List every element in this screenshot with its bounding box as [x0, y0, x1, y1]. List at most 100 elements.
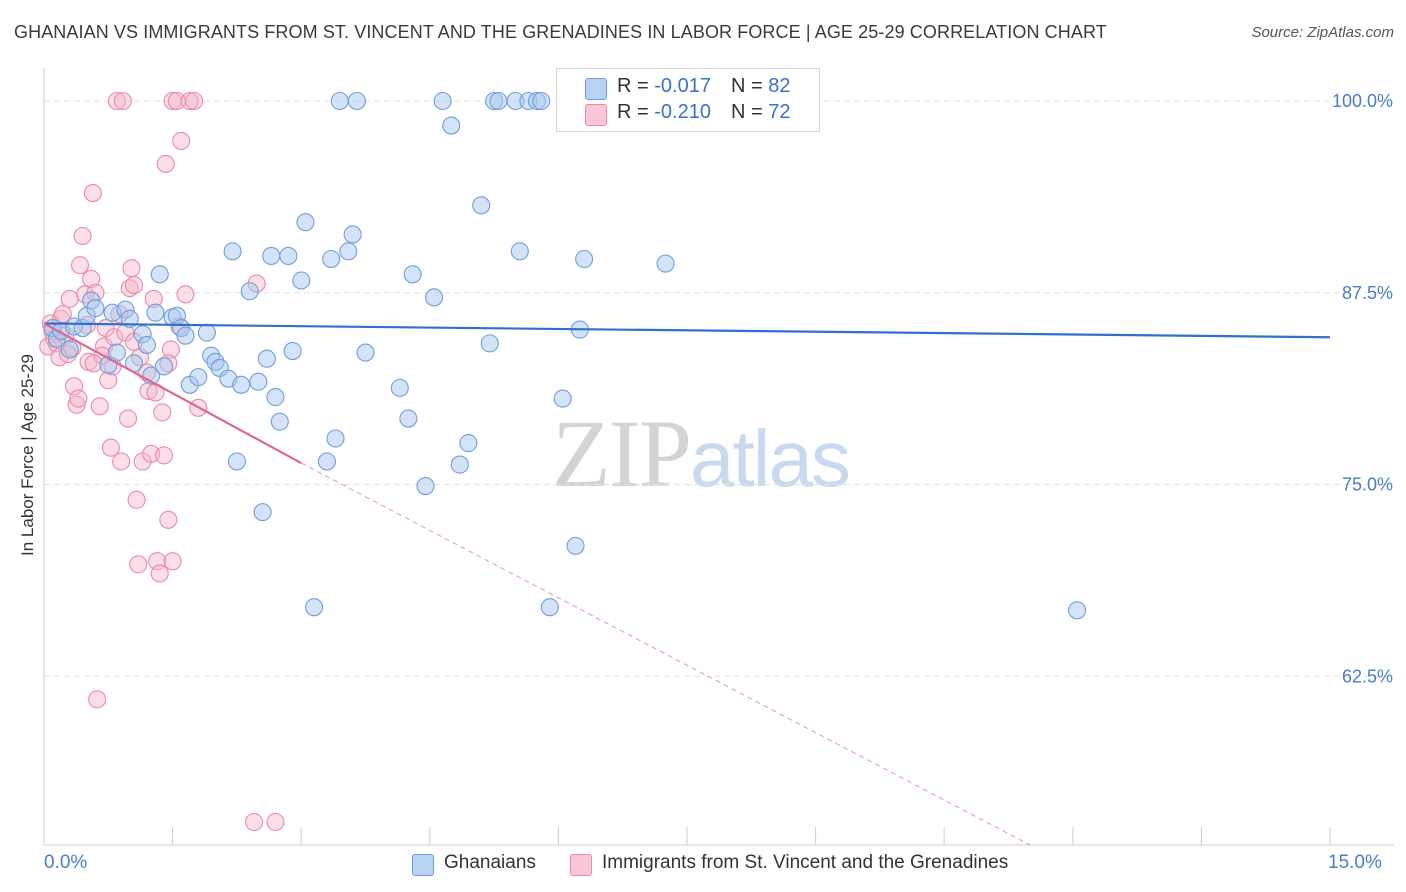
point-immigrants: [129, 555, 148, 574]
x-tick-label-max: 15.0%: [1328, 852, 1382, 873]
watermark-atlas: atlas: [690, 414, 851, 503]
point-immigrants: [112, 452, 131, 471]
point-immigrants: [83, 184, 102, 203]
x-tick-label-min: 0.0%: [44, 852, 88, 873]
point-immigrants: [154, 446, 174, 465]
point-ghanaians: [532, 91, 551, 111]
source-credit: Source: ZipAtlas.com: [1251, 24, 1394, 41]
point-immigrants: [67, 395, 86, 414]
r-value: -0.210: [654, 101, 711, 123]
point-ghanaians: [575, 249, 594, 269]
point-immigrants: [163, 552, 182, 571]
point-ghanaians: [176, 326, 195, 345]
point-ghanaians: [266, 388, 285, 407]
n-label: N =: [730, 75, 769, 97]
point-ghanaians: [343, 225, 362, 244]
bottom-legend-label-ghanaians: Ghanaians: [444, 852, 536, 873]
point-ghanaians: [279, 246, 298, 265]
point-ghanaians: [296, 213, 315, 232]
r-label: R =: [617, 75, 655, 97]
r-label: R =: [617, 101, 655, 123]
point-ghanaians: [120, 309, 139, 328]
point-ghanaians: [489, 91, 508, 111]
point-ghanaians: [150, 265, 169, 284]
legend-stats-immigrants: R = -0.210 N = 72: [617, 101, 790, 124]
point-ghanaians: [459, 434, 478, 453]
point-immigrants: [153, 403, 172, 422]
point-ghanaians: [223, 242, 242, 261]
point-ghanaians: [442, 116, 461, 135]
n-value: 72: [768, 101, 791, 123]
point-immigrants: [101, 438, 120, 457]
point-ghanaians: [253, 503, 272, 522]
y-tick-label-2: 87.5%: [1342, 283, 1393, 303]
point-ghanaians: [399, 409, 418, 428]
point-ghanaians: [472, 196, 491, 215]
point-ghanaians: [232, 375, 251, 394]
point-immigrants: [69, 389, 88, 408]
n-label: N =: [730, 101, 769, 123]
point-ghanaians: [137, 335, 156, 354]
point-ghanaians: [403, 265, 422, 284]
point-immigrants: [90, 397, 109, 416]
point-ghanaians: [656, 254, 675, 273]
point-ghanaians: [86, 299, 105, 318]
point-ghanaians: [189, 368, 208, 387]
point-immigrants: [60, 289, 79, 308]
r-value: -0.017: [654, 75, 711, 97]
legend-swatch-pink: [585, 104, 607, 126]
point-immigrants: [70, 256, 90, 275]
point-ghanaians: [540, 598, 559, 617]
correlation-legend: R = -0.017 N = 82 R = -0.210 N = 72: [556, 68, 820, 132]
point-ghanaians: [390, 378, 409, 397]
point-immigrants: [156, 154, 175, 173]
point-ghanaians: [249, 372, 268, 391]
point-ghanaians: [283, 342, 302, 361]
point-ghanaians: [305, 598, 324, 617]
y-tick-label-1: 75.0%: [1342, 475, 1393, 495]
point-ghanaians: [416, 476, 435, 496]
trend-line-immigrants-dashed: [300, 462, 1031, 846]
point-immigrants: [113, 91, 132, 111]
point-ghanaians: [270, 412, 289, 431]
series-ghanaians-points: [43, 91, 1087, 620]
point-ghanaians: [227, 452, 246, 471]
point-ghanaians: [107, 343, 126, 362]
point-immigrants: [161, 340, 180, 359]
point-ghanaians: [339, 242, 358, 261]
point-ghanaians: [510, 242, 529, 261]
point-immigrants: [122, 259, 141, 278]
point-immigrants: [73, 226, 92, 246]
point-ghanaians: [330, 91, 349, 111]
point-ghanaians: [154, 357, 174, 376]
point-immigrants: [124, 276, 144, 295]
point-ghanaians: [317, 452, 336, 471]
series-immigrants-points: [39, 91, 285, 832]
point-ghanaians: [60, 340, 79, 359]
point-ghanaians: [1068, 601, 1087, 620]
point-immigrants: [184, 91, 204, 111]
point-ghanaians: [553, 389, 572, 408]
point-ghanaians: [480, 334, 499, 353]
point-ghanaians: [257, 349, 276, 368]
legend-stats-ghanaians: R = -0.017 N = 82: [617, 75, 790, 98]
point-immigrants: [82, 269, 101, 289]
point-immigrants: [180, 91, 199, 111]
y-tick-label-0: 62.5%: [1342, 666, 1393, 686]
point-ghanaians: [450, 455, 469, 474]
point-ghanaians: [326, 429, 345, 448]
point-ghanaians: [566, 536, 585, 555]
point-ghanaians: [146, 303, 165, 322]
axes: [43, 68, 1394, 846]
point-immigrants: [176, 285, 195, 304]
point-ghanaians: [197, 323, 216, 342]
point-ghanaians: [240, 282, 259, 301]
point-immigrants: [266, 812, 285, 832]
point-immigrants: [127, 490, 146, 509]
bottom-legend-swatch-blue: [412, 854, 434, 876]
y-tick-label-3: 100.0%: [1332, 91, 1393, 111]
point-immigrants: [159, 510, 178, 529]
point-immigrants: [107, 91, 126, 111]
point-ghanaians: [425, 288, 444, 307]
point-immigrants: [172, 131, 191, 150]
